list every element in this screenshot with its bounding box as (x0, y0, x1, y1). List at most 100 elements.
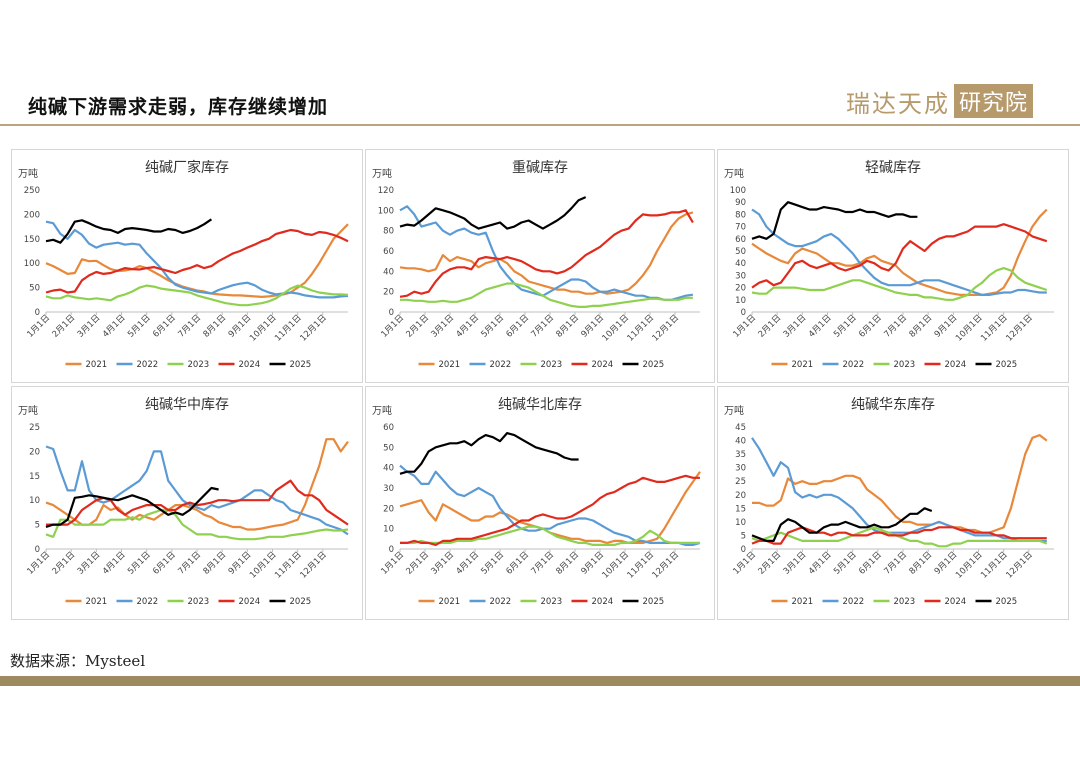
x-tick-label: 5月1日 (832, 313, 859, 340)
y-unit-label: 万吨 (18, 167, 38, 180)
legend-label-2021: 2021 (792, 597, 814, 607)
chart-light-soda-inventory: 轻碱库存万吨01020304050607080901001月1日2月1日3月1日… (724, 160, 1054, 370)
x-tick-label: 8月1日 (202, 313, 229, 340)
series-line-2021 (752, 433, 1048, 534)
chart-east-china-inventory: 纯碱华东库存万吨0510152025303540451月1日2月1日3月1日4月… (724, 397, 1054, 607)
y-unit-label: 万吨 (724, 167, 744, 180)
x-tick-label: 3月1日 (782, 550, 809, 577)
series-line-2025 (399, 196, 587, 230)
y-tick-label: 20 (29, 447, 40, 457)
legend-label-2022: 2022 (490, 360, 512, 370)
series-line-2022 (399, 464, 701, 546)
y-tick-label: 5 (741, 531, 746, 541)
series-line-2024 (400, 474, 700, 546)
series-line-2023 (751, 526, 1048, 548)
x-tick-label: 8月1日 (554, 313, 581, 340)
series-line-2021 (399, 211, 694, 295)
chart-panel-light-soda-inventory: 轻碱库存 万吨 0 10 20 30 40 50 60 70 80 90 100 1月1日 2月1日 3月1日… (717, 149, 1069, 383)
legend-label-2023: 2023 (894, 597, 916, 607)
series-line-2024 (399, 209, 694, 298)
x-tick-label: 7月1日 (529, 550, 556, 577)
y-tick-label: 0 (35, 545, 40, 555)
x-tick-label: 11月1日 (979, 550, 1010, 581)
brand-logo: 瑞达天成 研究院 (846, 84, 1034, 118)
bottom-decor-bar (0, 676, 1080, 686)
x-tick-label: 10月1日 (954, 550, 985, 581)
y-tick-label: 30 (735, 271, 746, 281)
x-tick-label: 8月1日 (202, 550, 229, 577)
series-line-2022 (45, 220, 349, 299)
x-tick-label: 7月1日 (176, 313, 203, 340)
x-tick-label: 12月1日 (1004, 550, 1035, 581)
data-source-note: 数据来源：Mysteel (10, 652, 146, 670)
y-tick-label: 250 (24, 186, 40, 196)
series-line-2023 (400, 525, 700, 546)
x-tick-label: 6月1日 (857, 550, 884, 577)
y-tick-label: 10 (735, 518, 746, 528)
x-tick-label: 2月1日 (404, 313, 431, 340)
x-tick-label: 10月1日 (248, 550, 279, 581)
chart-title: 轻碱库存 (865, 160, 921, 176)
legend-label-2022: 2022 (137, 360, 159, 370)
x-tick-label: 3月1日 (429, 313, 456, 340)
x-tick-label: 5月1日 (479, 313, 506, 340)
x-tick-label: 7月1日 (882, 550, 909, 577)
y-tick-label: 40 (383, 464, 394, 474)
y-tick-label: 80 (735, 210, 746, 220)
x-tick-label: 11月1日 (626, 313, 657, 344)
legend-label-2021: 2021 (86, 597, 108, 607)
y-unit-label: 万吨 (18, 404, 38, 417)
x-tick-label: 2月1日 (51, 313, 78, 340)
legend-label-2022: 2022 (843, 360, 865, 370)
legend-label-2025: 2025 (996, 597, 1018, 607)
legend-label-2024: 2024 (239, 360, 261, 370)
chart-title: 纯碱华中库存 (145, 397, 229, 413)
series-line-2025 (399, 431, 579, 475)
legend-label-2023: 2023 (541, 597, 563, 607)
x-tick-label: 11月1日 (273, 550, 304, 581)
legend-label-2022: 2022 (843, 597, 865, 607)
chart-panel-east-china-inventory: 纯碱华东库存 万吨 0 5 10 15 20 25 30 35 40 45 1月1日 2月1日 3月1日 4月… (717, 386, 1069, 620)
x-tick-label: 12月1日 (1004, 313, 1035, 344)
y-tick-label: 100 (378, 206, 394, 216)
chart-north-china-inventory: 纯碱华北库存万吨01020304050601月1日2月1日3月1日4月1日5月1… (372, 397, 701, 607)
series-line-2024 (751, 223, 1048, 289)
x-tick-label: 2月1日 (51, 550, 78, 577)
y-tick-label: 35 (735, 450, 746, 460)
x-tick-label: 8月1日 (908, 550, 935, 577)
series-line-2021 (751, 208, 1048, 296)
series-line-2022 (45, 445, 349, 536)
chart-title: 纯碱华东库存 (851, 397, 935, 413)
x-tick-label: 11月1日 (273, 313, 304, 344)
legend-label-2024: 2024 (592, 597, 614, 607)
legend-label-2022: 2022 (137, 597, 159, 607)
series-line-2025 (751, 507, 933, 542)
y-tick-label: 40 (735, 437, 746, 447)
chart-title: 纯碱厂家库存 (145, 159, 229, 176)
series-line-2022 (399, 205, 694, 301)
x-tick-label: 8月1日 (554, 550, 581, 577)
title-divider (0, 124, 1080, 126)
series-line-2025 (45, 486, 219, 529)
legend-label-2022: 2022 (490, 597, 512, 607)
chart-title: 重碱库存 (512, 160, 568, 176)
legend-label-2023: 2023 (188, 597, 210, 607)
series-line-2023 (45, 508, 349, 541)
y-tick-label: 50 (383, 443, 394, 453)
y-tick-label: 100 (24, 259, 40, 269)
x-tick-label: 3月1日 (76, 313, 103, 340)
x-tick-label: 6月1日 (504, 313, 531, 340)
legend-label-2023: 2023 (541, 360, 563, 370)
chart-title: 纯碱华北库存 (498, 397, 582, 413)
y-tick-label: 30 (383, 484, 394, 494)
y-tick-label: 200 (24, 210, 40, 220)
y-tick-label: 120 (378, 186, 394, 196)
x-tick-label: 4月1日 (807, 313, 834, 340)
y-tick-label: 0 (389, 308, 394, 318)
series-line-2024 (46, 479, 349, 526)
x-tick-label: 10月1日 (601, 550, 632, 581)
x-tick-label: 10月1日 (248, 313, 279, 344)
legend-label-2024: 2024 (945, 597, 967, 607)
legend-label-2024: 2024 (945, 360, 967, 370)
y-unit-label: 万吨 (372, 167, 392, 180)
